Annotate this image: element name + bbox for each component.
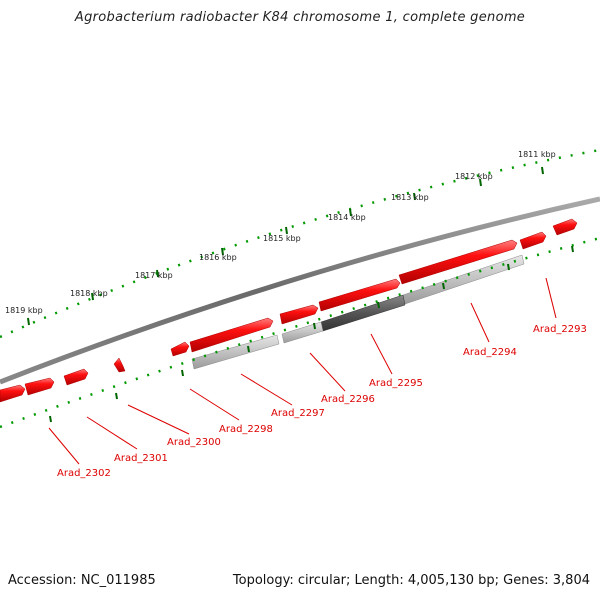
genes-top-strand[interactable] xyxy=(0,218,578,403)
gene-label[interactable]: Arad_2300 xyxy=(167,437,221,448)
kbp-label: 1814 kbp xyxy=(328,213,366,222)
kbp-label: 1818 kbp xyxy=(70,289,108,298)
gene-label[interactable]: Arad_2295 xyxy=(369,378,423,389)
gene-label[interactable]: Arad_2293 xyxy=(533,324,587,335)
gene-arrow[interactable] xyxy=(552,218,578,236)
gene-arrow[interactable] xyxy=(189,317,274,353)
gene-label[interactable]: Arad_2298 xyxy=(219,424,273,435)
gene-label[interactable]: Arad_2301 xyxy=(114,453,168,464)
gene-arrow[interactable] xyxy=(170,341,190,357)
kbp-label: 1817 kbp xyxy=(135,271,173,280)
genome-summary-text: Topology: circular; Length: 4,005,130 bp… xyxy=(232,573,590,588)
gene-label[interactable]: Arad_2302 xyxy=(57,468,111,479)
kbp-label: 1811 kbp xyxy=(518,150,556,159)
kbp-label: 1815 kbp xyxy=(263,234,301,243)
features-bottom-row[interactable] xyxy=(191,254,525,370)
gene-arrow[interactable] xyxy=(113,357,126,373)
gene-arrow[interactable] xyxy=(318,278,401,312)
gene-arrow[interactable] xyxy=(24,377,55,396)
kbp-label: 1819 kbp xyxy=(5,306,43,315)
genome-backbone xyxy=(0,196,600,385)
kbp-major-ticks xyxy=(27,166,544,326)
gene-arrow[interactable] xyxy=(63,368,89,386)
pseudogene-bar[interactable] xyxy=(191,334,280,370)
gene-arrow[interactable] xyxy=(0,384,26,403)
inner-track-ticks xyxy=(49,245,574,423)
page-title: Agrobacterium radiobacter K84 chromosome… xyxy=(74,10,526,25)
accession-text: Accession: NC_011985 xyxy=(8,573,156,588)
pseudogene-bar[interactable] xyxy=(281,321,324,344)
gene-label[interactable]: Arad_2297 xyxy=(271,408,325,419)
leader-lines xyxy=(48,277,557,465)
gene-label[interactable]: Arad_2294 xyxy=(463,347,517,358)
gene-arrow[interactable] xyxy=(519,231,547,250)
kbp-label: 1816 kbp xyxy=(199,253,237,262)
gene-arrow[interactable] xyxy=(398,239,518,285)
kbp-label: 1813 kbp xyxy=(391,193,429,202)
kbp-label: 1812 kbp xyxy=(455,172,493,181)
inner-dotted-track xyxy=(0,236,600,429)
gene-label[interactable]: Arad_2296 xyxy=(321,394,375,405)
gene-arrow[interactable] xyxy=(279,304,319,325)
